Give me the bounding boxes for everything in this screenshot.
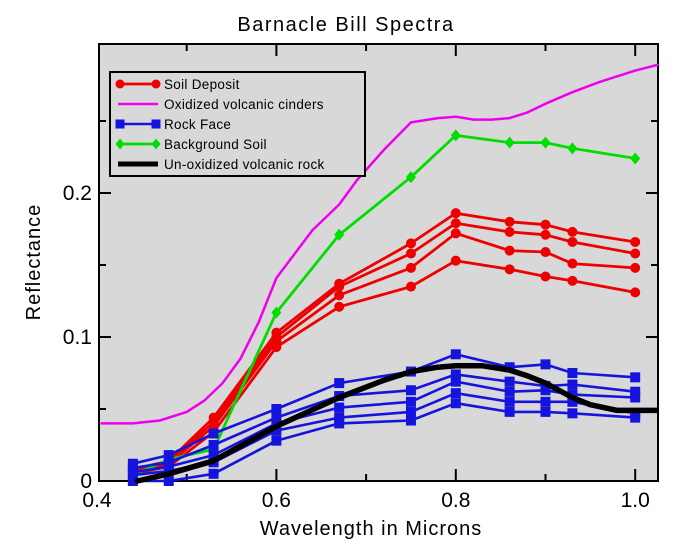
y-tick-label: 0 [80, 470, 92, 493]
legend-item-label: Soil Deposit [164, 77, 240, 92]
legend-item: Rock Face [115, 117, 231, 132]
x-tick-label: 1.0 [621, 489, 650, 512]
y-axis-label: Reflectance [23, 204, 45, 321]
legend-item-label: Rock Face [164, 117, 231, 132]
y-tick-label: 0.2 [63, 182, 92, 205]
series-un-oxidized-volcanic-rock [134, 363, 659, 484]
x-tick-label: 0.4 [82, 489, 112, 512]
legend-item: Soil Deposit [115, 77, 240, 92]
chart-title: Barnacle Bill Spectra [237, 14, 454, 36]
series-layer [100, 63, 659, 486]
x-tick-label: 0.8 [441, 489, 470, 512]
legend-item: Background Soil [115, 137, 267, 152]
y-tick-label: 0.1 [63, 326, 92, 349]
plot-frame [98, 43, 659, 482]
legend-item-label: Oxidized volcanic cinders [164, 97, 324, 112]
legend-item-label: Un-oxidized volcanic rock [164, 157, 325, 172]
legend-item-label: Background Soil [164, 137, 267, 152]
plot-area: 0.4 0.6 0.8 1.0 0 0.1 0.2 [63, 43, 659, 512]
legend: Soil Deposit Oxidized volcanic cinders Roc… [109, 71, 366, 177]
x-tick-label: 0.6 [262, 489, 291, 512]
legend-item: Un-oxidized volcanic rock [118, 157, 325, 172]
series-oxidized-volcanic-cinders [100, 63, 659, 425]
legend-item: Oxidized volcanic cinders [118, 97, 324, 112]
x-axis-label: Wavelength in Microns [260, 518, 483, 540]
